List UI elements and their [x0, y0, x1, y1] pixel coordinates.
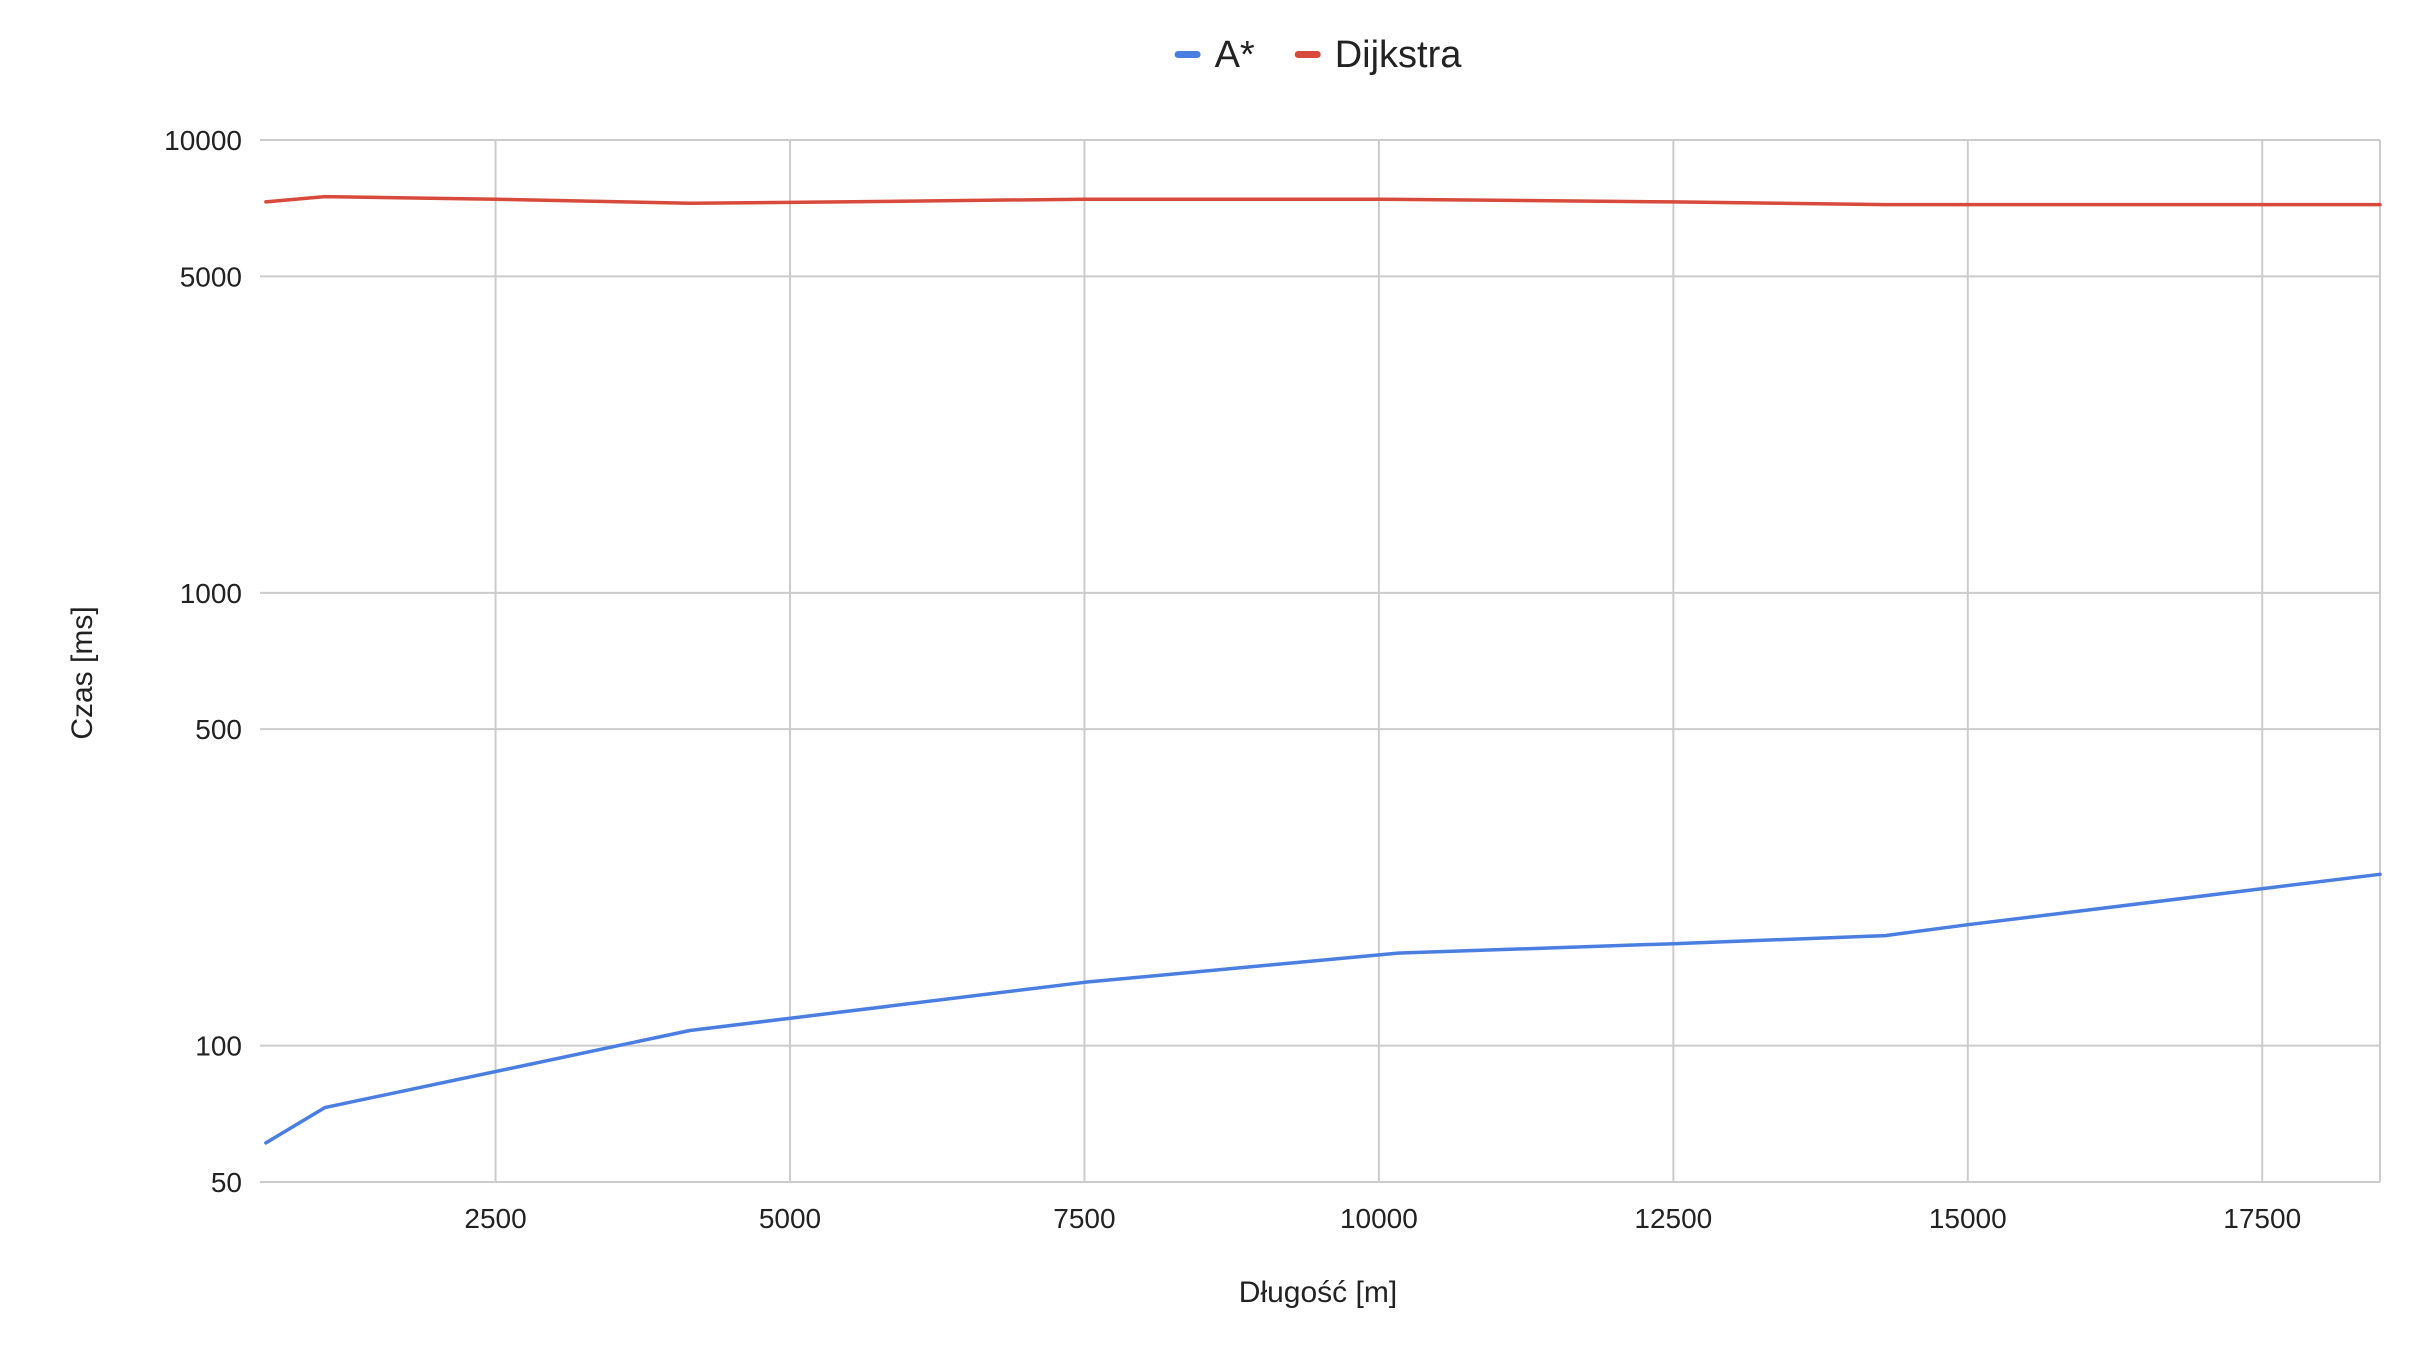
y-tick-label: 50 — [211, 1167, 242, 1198]
legend-swatch-a — [1174, 51, 1201, 58]
y-tick-label: 1000 — [180, 578, 242, 609]
series-line-dijkstra — [264, 194, 2382, 207]
x-tick-label: 7500 — [1053, 1203, 1115, 1234]
y-tick-label: 5000 — [180, 261, 242, 292]
x-tick-label: 2500 — [464, 1203, 526, 1234]
y-tick-label: 500 — [195, 714, 242, 745]
x-tick-label: 12500 — [1634, 1203, 1712, 1234]
x-axis-ticks: 2500 5000 7500 10000 12500 15000 17500 — [464, 1203, 2301, 1234]
x-tick-label: 17500 — [2223, 1203, 2301, 1234]
y-tick-label: 100 — [195, 1031, 242, 1062]
x-tick-label: 10000 — [1340, 1203, 1418, 1234]
x-tick-label: 5000 — [759, 1203, 821, 1234]
series-line-a — [264, 872, 2382, 1145]
legend: A* Dijkstra — [1174, 34, 1463, 76]
y-axis-ticks: 50 100 500 1000 5000 10000 — [164, 125, 242, 1198]
legend-label-a: A* — [1215, 34, 1255, 76]
y-axis-title: Czas [ms] — [66, 606, 99, 739]
x-tick-label: 15000 — [1929, 1203, 2007, 1234]
y-tick-label: 10000 — [164, 125, 242, 156]
series-lines — [264, 194, 2382, 1145]
x-axis-title: Długość [m] — [1239, 1276, 1397, 1309]
grid — [260, 139, 2381, 1183]
legend-label-dijkstra: Dijkstra — [1335, 34, 1463, 76]
legend-swatch-dijkstra — [1294, 51, 1321, 58]
